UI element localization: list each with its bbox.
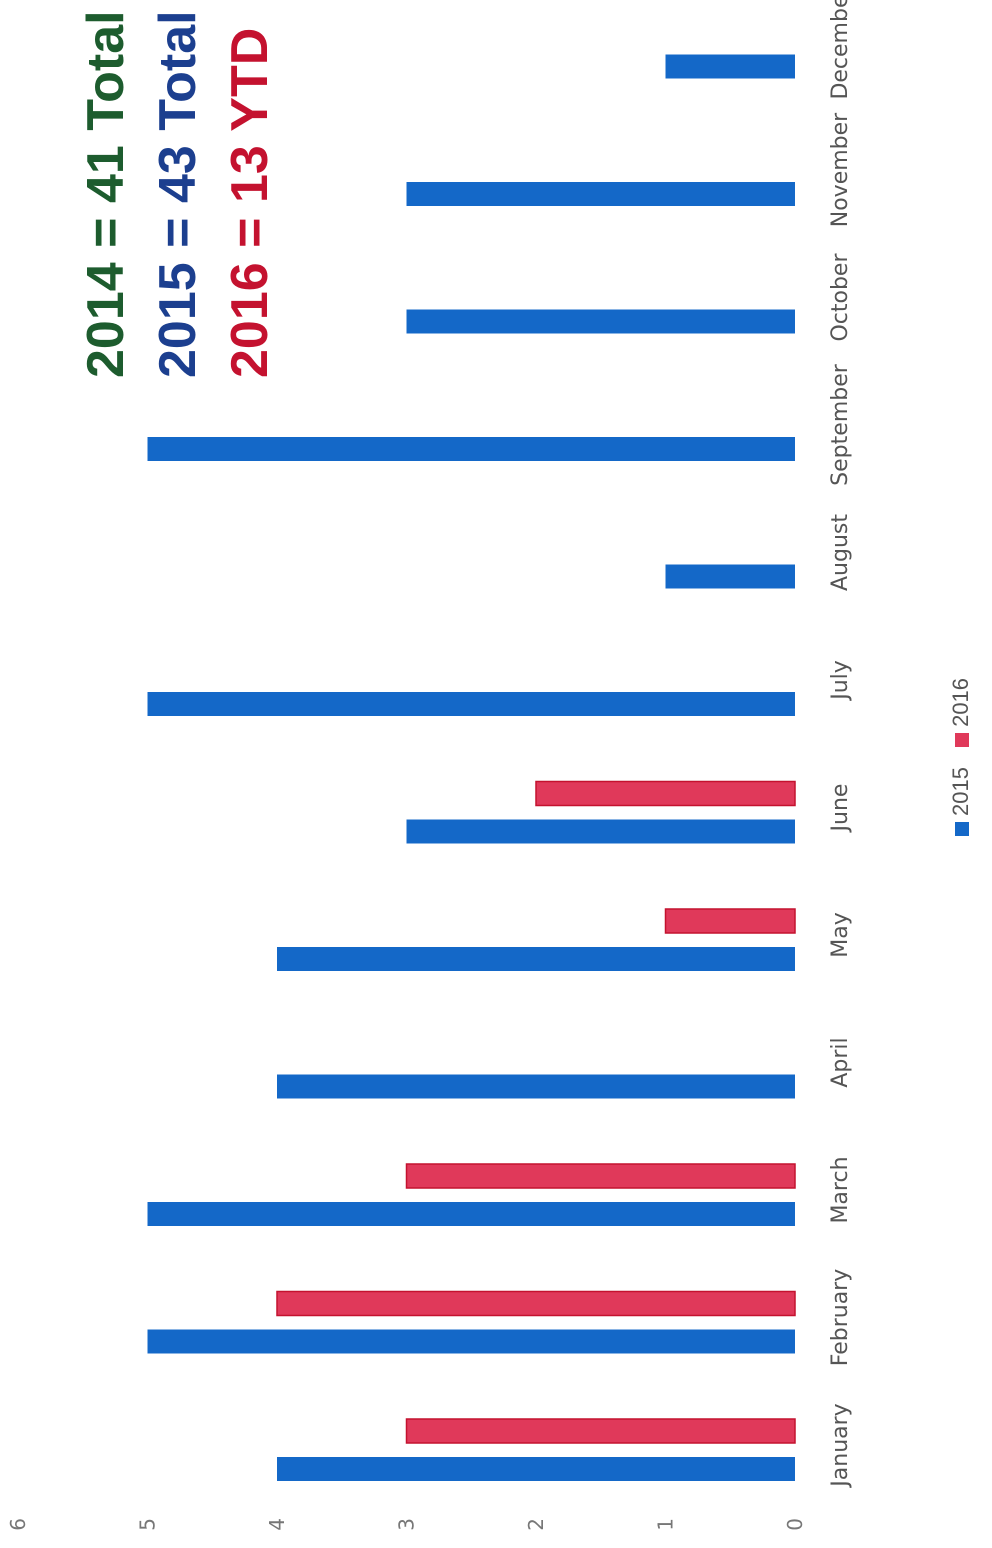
legend-label-2015: 2015 — [948, 767, 973, 816]
legend-swatch-2015 — [955, 822, 970, 836]
x-category-label: February — [828, 1269, 853, 1367]
x-category-label: April — [828, 1037, 853, 1087]
bar-2016-january — [405, 1418, 796, 1444]
y-tick-label: 0 — [783, 1518, 807, 1531]
bar-2015-february — [147, 1329, 795, 1354]
x-category-label: May — [828, 912, 853, 957]
x-category-label: September — [828, 363, 853, 486]
bar-2015-september — [147, 437, 795, 461]
bar-2015-october — [406, 309, 795, 334]
legend-label-2016: 2016 — [948, 677, 973, 727]
y-tick-label: 1 — [654, 1518, 678, 1531]
bar-2015-may — [277, 947, 795, 971]
y-tick-label: 2 — [524, 1518, 548, 1531]
x-category-label: January — [828, 1403, 853, 1488]
bar-2015-january — [277, 1457, 795, 1481]
x-category-label: August — [828, 514, 853, 591]
bar-2016-june — [535, 780, 796, 807]
bar-2015-august — [665, 564, 795, 589]
bar-2015-march — [147, 1202, 795, 1226]
legend-item-2016: 2016 — [948, 678, 974, 747]
bar-2015-april — [277, 1074, 795, 1099]
bar-2015-december — [665, 54, 795, 79]
x-category-label: July — [828, 660, 853, 702]
y-tick-label: 6 — [6, 1518, 30, 1531]
x-category-label: November — [828, 112, 853, 227]
x-category-label: June — [828, 784, 853, 834]
y-tick-label: 4 — [265, 1518, 289, 1531]
bar-2016-february — [276, 1290, 796, 1317]
bar-2015-november — [406, 182, 795, 206]
legend-swatch-2016 — [955, 732, 970, 747]
legend-item-2015: 2015 — [948, 767, 974, 836]
y-tick-label: 3 — [395, 1518, 419, 1531]
bar-2015-july — [147, 692, 795, 716]
y-tick-label: 5 — [136, 1518, 160, 1531]
chart-legend: 2015 2016 — [948, 664, 974, 836]
bar-2016-may — [664, 908, 796, 934]
bar-2016-march — [405, 1163, 796, 1189]
x-category-label: October — [828, 253, 853, 342]
bar-2015-june — [406, 819, 795, 844]
x-category-label: March — [828, 1156, 853, 1223]
x-category-label: December — [828, 0, 853, 100]
